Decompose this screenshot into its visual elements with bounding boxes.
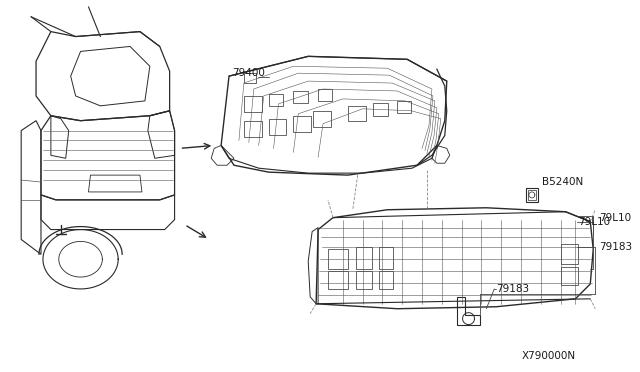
Bar: [372, 103, 388, 116]
Bar: [293, 116, 311, 132]
Bar: [397, 101, 411, 113]
Text: 79183: 79183: [496, 284, 529, 294]
Text: X790000N: X790000N: [522, 351, 575, 361]
Bar: [318, 89, 332, 101]
Text: 79400: 79400: [232, 68, 265, 78]
Bar: [269, 94, 284, 106]
Text: B5240N: B5240N: [542, 177, 583, 187]
Bar: [244, 96, 262, 112]
Text: 79L10: 79L10: [599, 213, 631, 223]
Bar: [561, 267, 579, 285]
Bar: [328, 271, 348, 289]
Bar: [356, 271, 372, 289]
Bar: [328, 249, 348, 269]
Bar: [244, 73, 256, 83]
Text: 79L10: 79L10: [579, 217, 611, 227]
Bar: [313, 111, 331, 126]
Bar: [380, 247, 394, 269]
Bar: [380, 271, 394, 289]
Bar: [561, 244, 579, 264]
Text: 79183: 79183: [599, 243, 632, 252]
Bar: [356, 247, 372, 269]
Bar: [293, 91, 308, 103]
Bar: [348, 106, 365, 121]
Bar: [244, 121, 262, 137]
Bar: [269, 119, 287, 135]
